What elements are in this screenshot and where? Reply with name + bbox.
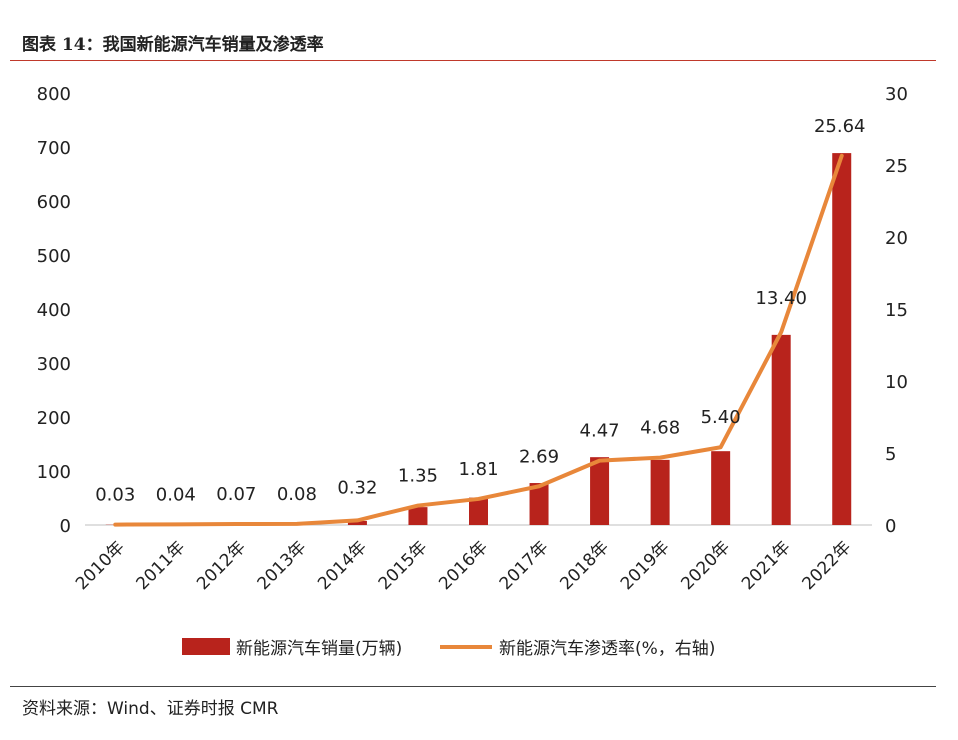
bar	[529, 483, 549, 525]
footer-divider	[10, 686, 936, 687]
bar	[711, 451, 731, 525]
legend-bar-label: 新能源汽车销量(万辆)	[236, 639, 402, 659]
penetration-line	[113, 153, 844, 527]
line-data-label: 13.40	[755, 288, 807, 309]
y-right-tick-label: 0	[885, 516, 896, 537]
y-right-tick-label: 25	[885, 156, 908, 177]
legend-line-label: 新能源汽车渗透率(%，右轴)	[499, 639, 715, 659]
title-divider	[10, 60, 936, 61]
y-left-tick-label: 0	[60, 516, 71, 537]
y-left-tick-label: 300	[37, 354, 71, 375]
x-tick-label: 2018年	[556, 537, 613, 594]
x-tick-label: 2014年	[314, 537, 371, 594]
chart: 0 100 200 300 400 500 600 700 800 0 5 10 15 20 25 30 0.0…	[37, 84, 908, 659]
y-left-tick-label: 600	[37, 192, 71, 213]
y-left-tick-label: 400	[37, 300, 71, 321]
source-note: 资料来源：Wind、证券时报 CMR	[22, 694, 278, 719]
x-tick-label: 2012年	[193, 537, 250, 594]
line-data-label: 0.03	[95, 485, 135, 506]
x-tick-label: 2016年	[435, 537, 492, 594]
x-tick-label: 2019年	[617, 537, 674, 594]
bar	[771, 334, 791, 525]
y-right-tick-label: 10	[885, 372, 908, 393]
bar	[347, 520, 367, 525]
x-tick-label: 2013年	[254, 537, 311, 594]
bar	[650, 459, 670, 525]
bar	[590, 457, 610, 525]
bar	[408, 507, 428, 525]
line-data-label: 0.04	[156, 484, 196, 505]
line-data-label: 0.08	[277, 484, 317, 505]
y-left-tick-label: 800	[37, 84, 71, 105]
x-tick-label: 2020年	[677, 537, 734, 594]
bar	[469, 497, 488, 525]
x-tick-label: 2015年	[375, 537, 432, 594]
x-tick-label: 2011年	[133, 537, 190, 594]
source-text: Wind、证券时报 CMR	[107, 699, 279, 719]
y-right-tick-label: 15	[885, 300, 908, 321]
line-data-label: 2.69	[519, 446, 559, 467]
legend-bar-swatch	[182, 638, 230, 655]
y-right-tick-label: 30	[885, 84, 908, 105]
line-data-label: 25.64	[814, 116, 866, 137]
line-data-label: 0.07	[216, 484, 256, 505]
line-data-label: 5.40	[701, 407, 741, 428]
x-tick-label: 2010年	[72, 537, 129, 594]
y-left-tick-label: 500	[37, 246, 71, 267]
y-left-tick-label: 200	[37, 408, 71, 429]
line-data-label: 4.68	[640, 418, 680, 439]
chart-title: 图表 14：我国新能源汽车销量及渗透率	[22, 35, 324, 55]
x-tick-label: 2022年	[799, 537, 856, 594]
y-left-tick-label: 700	[37, 138, 71, 159]
line-data-label: 4.47	[580, 421, 620, 442]
x-tick-label: 2021年	[738, 537, 795, 594]
line-data-label: 1.81	[458, 459, 498, 480]
line-data-label: 1.35	[398, 466, 438, 487]
y-left-tick-label: 100	[37, 462, 71, 483]
y-right-tick-label: 5	[885, 444, 896, 465]
y-right-tick-label: 20	[885, 228, 908, 249]
line-data-label: 0.32	[337, 477, 377, 498]
x-tick-label: 2017年	[496, 537, 553, 594]
source-label: 资料来源：	[22, 699, 107, 719]
bar	[832, 153, 852, 526]
